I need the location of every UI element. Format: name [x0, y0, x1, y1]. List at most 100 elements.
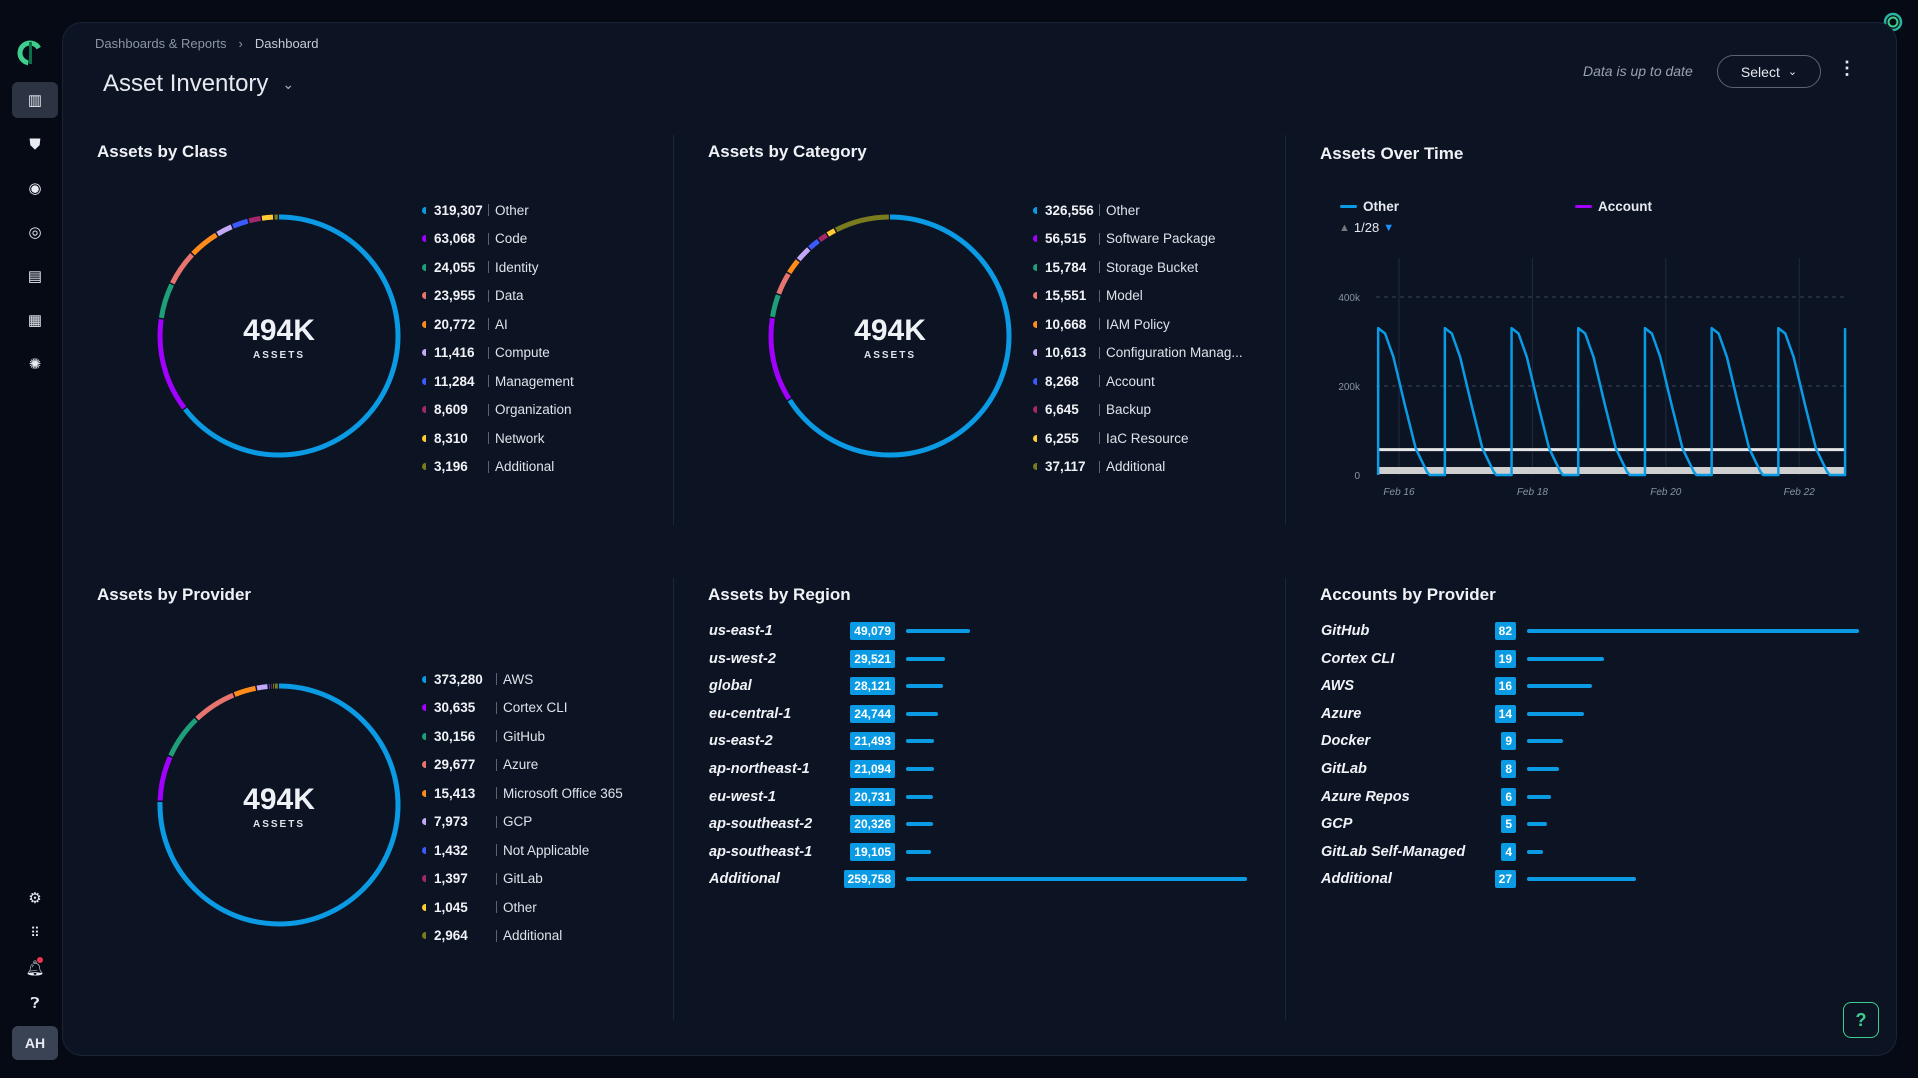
bar[interactable] [906, 684, 943, 689]
bar[interactable] [906, 767, 934, 771]
legend-item[interactable]: 24,055 Identity [422, 253, 574, 282]
dashboard-selector[interactable]: Asset Inventory ⌄ [103, 70, 294, 98]
breadcrumb-dashboards-reports[interactable]: Dashboards & Reports [95, 36, 227, 51]
bar[interactable] [906, 629, 971, 633]
select-dropdown[interactable]: Select ⌄ [1717, 55, 1821, 88]
bar[interactable] [906, 877, 1247, 882]
bar[interactable] [1527, 877, 1637, 882]
legend-item[interactable]: 2,964 Additional [422, 922, 623, 951]
help-button[interactable]: ? [1843, 1002, 1879, 1038]
donut-segment-software-package[interactable] [768, 214, 1012, 458]
donut-segment-other[interactable] [157, 214, 401, 458]
legend-dot [422, 377, 426, 385]
bar[interactable] [906, 849, 932, 854]
donut-chart [768, 214, 1012, 458]
legend-item[interactable]: 30,156 GitHub [422, 722, 623, 751]
x-tick-label: Feb 20 [1650, 487, 1682, 498]
legend-item[interactable]: 6,645 Backup [1033, 396, 1243, 425]
legend-item[interactable]: 8,609 Organization [422, 396, 574, 425]
legend-item[interactable]: 56,515 Software Package [1033, 225, 1243, 254]
dashboard-icon[interactable]: ▥ [12, 82, 58, 118]
legend-value: 37,117 [1045, 459, 1086, 475]
bar-label: global [709, 678, 752, 695]
settings-icon[interactable]: ⚙ [28, 890, 42, 907]
more-options-icon[interactable]: ⋮ [1838, 58, 1856, 78]
legend-item[interactable]: 7,973 GCP [422, 808, 623, 837]
app-logo[interactable] [17, 40, 43, 66]
donut-segment-other[interactable] [768, 214, 1012, 458]
bar[interactable] [1527, 629, 1859, 633]
series-line-other[interactable] [1376, 326, 1847, 477]
legend-item[interactable]: 1,045 Other [422, 893, 623, 922]
bar[interactable] [1527, 849, 1544, 854]
legend-prev-icon[interactable]: ▲ [1339, 221, 1350, 234]
legend-item[interactable]: 63,068 Code [422, 225, 574, 254]
legend-item[interactable]: 10,613 Configuration Manag... [1033, 339, 1243, 368]
bar[interactable] [906, 822, 933, 827]
legend-separator [488, 232, 489, 245]
legend-item[interactable]: 319,307 Other [422, 196, 574, 225]
bar[interactable] [1527, 656, 1604, 661]
target-icon[interactable]: ◎ [28, 224, 42, 241]
legend-next-icon[interactable]: ▼ [1383, 221, 1395, 234]
legend-item[interactable]: 30,635 Cortex CLI [422, 694, 623, 723]
bar-value-badge: 29,521 [850, 649, 895, 668]
legend-dot [422, 235, 426, 243]
legend-item[interactable]: 3,196 Additional [422, 453, 574, 482]
legend-item[interactable]: 11,416 Compute [422, 339, 574, 368]
legend-item-other[interactable]: Other [1340, 199, 1399, 214]
bar[interactable] [906, 739, 935, 744]
legend-item[interactable]: 15,413 Microsoft Office 365 [422, 779, 623, 808]
legend-value: 24,055 [434, 259, 476, 275]
legend-item[interactable]: 15,784 Storage Bucket [1033, 253, 1243, 282]
legend-item[interactable]: 1,397 GitLab [422, 865, 623, 894]
legend-item-account[interactable]: Account [1575, 199, 1652, 214]
bar-label: ap-northeast-1 [709, 761, 810, 777]
bar[interactable] [906, 794, 934, 799]
legend-item[interactable]: 20,772 AI [422, 310, 574, 339]
bar-label: Azure [1321, 705, 1362, 722]
blocks-icon[interactable]: ▦ [27, 312, 43, 329]
donut-segment-aws[interactable] [157, 683, 401, 927]
legend-item[interactable]: 8,310 Network [422, 424, 574, 453]
donut-segment-code[interactable] [157, 214, 401, 458]
donut-total: 494K ASSETS [199, 314, 359, 361]
legend-item[interactable]: 8,268 Account [1033, 367, 1243, 396]
bar[interactable] [1527, 711, 1584, 716]
legend-separator [1099, 318, 1100, 331]
legend-item[interactable]: 29,677 Azure [422, 751, 623, 780]
bar[interactable] [906, 711, 939, 716]
legend-item[interactable]: 15,551 Model [1033, 282, 1243, 311]
legend-item[interactable]: 326,556 Other [1033, 196, 1243, 225]
legend-item[interactable]: 6,255 IaC Resource [1033, 424, 1243, 453]
total-unit: ASSETS [863, 350, 916, 361]
legend-item[interactable]: 37,117 Additional [1033, 453, 1243, 482]
legend-item[interactable]: 10,668 IAM Policy [1033, 310, 1243, 339]
legend-item[interactable]: 373,280 AWS [422, 665, 623, 694]
bar[interactable] [1527, 794, 1552, 799]
legend-item[interactable]: 1,432 Not Applicable [422, 836, 623, 865]
bar[interactable] [1527, 822, 1548, 827]
clipboard-icon[interactable]: ▤ [27, 268, 43, 285]
legend-label: GCP [503, 814, 533, 830]
divider [1285, 578, 1286, 1020]
breadcrumb: Dashboards & Reports › Dashboard [95, 36, 318, 51]
data-status: Data is up to date [1583, 63, 1693, 79]
apps-grid-icon[interactable]: ⠿ [30, 925, 40, 940]
bar[interactable] [906, 656, 945, 661]
legend-label: Other [1106, 202, 1140, 218]
shield-alert-icon[interactable]: ⛊ [29, 135, 41, 153]
bar-label: ap-southeast-1 [709, 843, 813, 860]
legend-separator [488, 460, 489, 473]
legend-dot [422, 732, 426, 740]
avatar[interactable]: AH [12, 1026, 58, 1060]
eye-icon[interactable]: ◉ [28, 180, 42, 197]
legend-item[interactable]: 23,955 Data [422, 282, 574, 311]
bar[interactable] [1527, 767, 1560, 771]
bar[interactable] [1527, 684, 1592, 689]
bar[interactable] [1527, 739, 1564, 744]
help-icon[interactable]: ❓︎ [30, 994, 40, 1012]
bell-icon[interactable]: 🔔︎ [12, 950, 58, 986]
legend-item[interactable]: 11,284 Management [422, 367, 574, 396]
network-icon[interactable]: ✺ [28, 356, 42, 373]
